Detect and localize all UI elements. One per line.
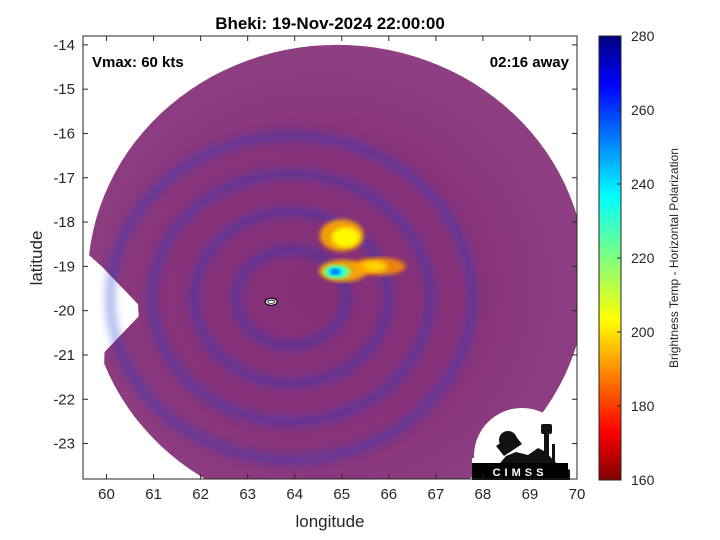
colorbar-label: Brightness Temp - Horizontal Polarizatio… [667, 148, 681, 368]
y-tick-label: -14 [53, 37, 75, 54]
storm-center-marker [264, 297, 278, 306]
y-tick-label: -21 [53, 347, 75, 364]
rainband-texture [231, 244, 352, 351]
x-tick-label: 65 [333, 486, 350, 503]
cimss-logo: CIMSS [472, 408, 572, 504]
x-tick-label: 69 [522, 486, 539, 503]
y-tick-label: -22 [53, 391, 75, 408]
x-tick-label: 62 [192, 486, 209, 503]
colorbar-tick-label: 260 [631, 102, 655, 118]
vmax-annotation: Vmax: 60 kts [92, 54, 184, 71]
x-tick-label: 66 [380, 486, 397, 503]
y-tick-label: -17 [53, 170, 75, 187]
y-tick-label: -18 [53, 214, 75, 231]
x-tick-label: 67 [428, 486, 445, 503]
axes-frame [82, 35, 578, 480]
x-axis-label: longitude [295, 512, 364, 531]
colorbar-ticks: 160 180 200 220 240 260 280 [617, 28, 655, 488]
x-tick-label: 70 [569, 486, 586, 503]
colorbar-tick-label: 240 [631, 176, 655, 192]
colorbar-tick-label: 180 [631, 398, 655, 414]
x-tick-label: 64 [286, 486, 303, 503]
y-axis: -14 -15 -16 -17 -18 -19 -20 -21 -22 -23 [53, 37, 577, 453]
x-tick-label: 63 [239, 486, 256, 503]
colorbar-tick-label: 200 [631, 324, 655, 340]
chart-title: Bheki: 19-Nov-2024 22:00:00 [215, 14, 445, 33]
colorbar-tick-label: 160 [631, 472, 655, 488]
data-layer [89, 44, 577, 479]
x-tick-label: 60 [98, 486, 115, 503]
x-tick-label: 68 [475, 486, 492, 503]
rainband-texture [147, 168, 436, 427]
brightness-features [319, 219, 406, 282]
colorbar-tick-label: 220 [631, 250, 655, 266]
colorbar: 160 180 200 220 240 260 280 Brightness Temp - … [598, 28, 681, 488]
rainband-texture [189, 206, 394, 389]
convection-deep-convection-core [330, 268, 341, 275]
y-tick-label: -16 [53, 125, 75, 142]
y-tick-label: -15 [53, 81, 75, 98]
y-tick-label: -23 [53, 436, 75, 453]
rainband-texture [105, 130, 478, 465]
y-tick-label: -19 [53, 258, 75, 275]
convection-convective-band-north [331, 227, 360, 248]
x-axis: 60 61 62 63 64 65 66 67 68 69 70 [98, 36, 585, 503]
y-tick-label: -20 [53, 303, 75, 320]
logo-lettering: CIMSS [493, 467, 548, 479]
time-offset-annotation: 02:16 away [490, 54, 570, 71]
y-axis-label: latitude [27, 231, 46, 286]
x-tick-label: 61 [145, 486, 162, 503]
colorbar-tick-label: 280 [631, 28, 655, 44]
